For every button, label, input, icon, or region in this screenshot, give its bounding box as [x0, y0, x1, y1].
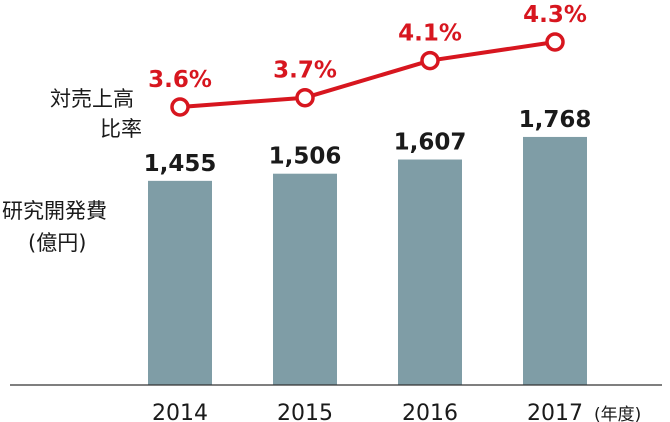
- x-tick-label-2017: 2017: [527, 401, 583, 422]
- x-tick-label-2015: 2015: [277, 401, 333, 422]
- bar-2017: [523, 136, 587, 385]
- x-axis-labels: 2014 2015 2016 2017: [152, 401, 583, 422]
- bar-series-title-line-2: (億円): [28, 231, 86, 255]
- x-tick-label-2014: 2014: [152, 401, 208, 422]
- ratio-point-2015: [295, 87, 315, 108]
- bar-value-label-2017: 1,768: [519, 107, 592, 133]
- ratio-line-layer: 3.6% 3.7% 4.1% 4.3%: [148, 2, 587, 117]
- ratio-point-2017: [545, 32, 565, 52]
- bars-layer: 1,455 1,506 1,607 1,768: [144, 107, 592, 385]
- ratio-point-2014: [170, 97, 190, 117]
- bar-value-label-2015: 1,506: [269, 144, 342, 170]
- ratio-line: [179, 40, 556, 109]
- ratio-value-label-2014: 3.6%: [148, 67, 212, 93]
- bar-2014: [148, 180, 212, 385]
- line-series-title-line-2: 比率: [100, 117, 142, 141]
- ratio-value-label-2017: 4.3%: [523, 2, 587, 28]
- bar-series-title-line-1: 研究開発費: [2, 199, 107, 223]
- x-axis-unit: (年度): [594, 405, 641, 422]
- x-tick-label-2016: 2016: [402, 401, 458, 422]
- bar-2015: [273, 173, 337, 385]
- ratio-value-label-2016: 4.1%: [398, 21, 462, 47]
- bar-2016: [398, 159, 462, 385]
- ratio-point-2016: [420, 50, 440, 71]
- ratio-value-label-2015: 3.7%: [273, 58, 337, 84]
- line-series-title-line-1: 対売上高: [50, 87, 134, 111]
- bar-value-label-2014: 1,455: [144, 151, 217, 177]
- bar-value-label-2016: 1,607: [394, 130, 467, 156]
